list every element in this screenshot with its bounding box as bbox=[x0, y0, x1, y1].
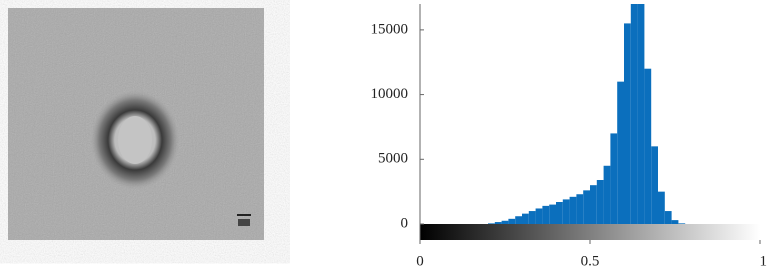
x-tick-label: 0 bbox=[416, 253, 424, 269]
bar bbox=[678, 223, 685, 224]
bar bbox=[610, 133, 617, 224]
y-tick-label: 0 bbox=[401, 215, 409, 231]
x-tick-label: 0.5 bbox=[581, 253, 600, 269]
bar bbox=[624, 23, 631, 224]
bar bbox=[665, 211, 672, 224]
bar bbox=[617, 82, 624, 224]
bar bbox=[508, 219, 515, 224]
bar bbox=[542, 206, 549, 224]
bar bbox=[604, 166, 611, 224]
bar bbox=[631, 0, 638, 224]
y-tick-label: 10000 bbox=[371, 86, 409, 102]
bar bbox=[644, 69, 651, 224]
x-tick-label: 1 bbox=[760, 253, 767, 269]
colorbar bbox=[420, 224, 760, 240]
bar bbox=[502, 221, 509, 224]
bar bbox=[515, 216, 522, 224]
plot-area bbox=[488, 0, 685, 224]
bar bbox=[556, 202, 563, 224]
y-tick-label: 5000 bbox=[378, 151, 408, 167]
bar bbox=[651, 146, 658, 224]
bar bbox=[563, 199, 570, 224]
page: 05000100001500000.51 (() => { const data… bbox=[0, 0, 767, 271]
bar bbox=[583, 190, 590, 224]
bar bbox=[597, 180, 604, 224]
micrograph bbox=[8, 8, 264, 240]
bar bbox=[570, 197, 577, 224]
bar bbox=[536, 208, 543, 224]
bar bbox=[488, 223, 495, 224]
bar bbox=[590, 185, 597, 224]
bar bbox=[672, 220, 679, 224]
bar bbox=[495, 222, 502, 224]
bar bbox=[549, 205, 556, 224]
bar bbox=[522, 214, 529, 224]
figure: 0 5000 10000 15000 0 0.5 1 bbox=[0, 0, 767, 271]
bar bbox=[576, 194, 583, 224]
bar bbox=[658, 192, 665, 224]
y-tick-label: 15000 bbox=[371, 21, 409, 37]
bar bbox=[638, 0, 645, 224]
bar bbox=[529, 211, 536, 224]
